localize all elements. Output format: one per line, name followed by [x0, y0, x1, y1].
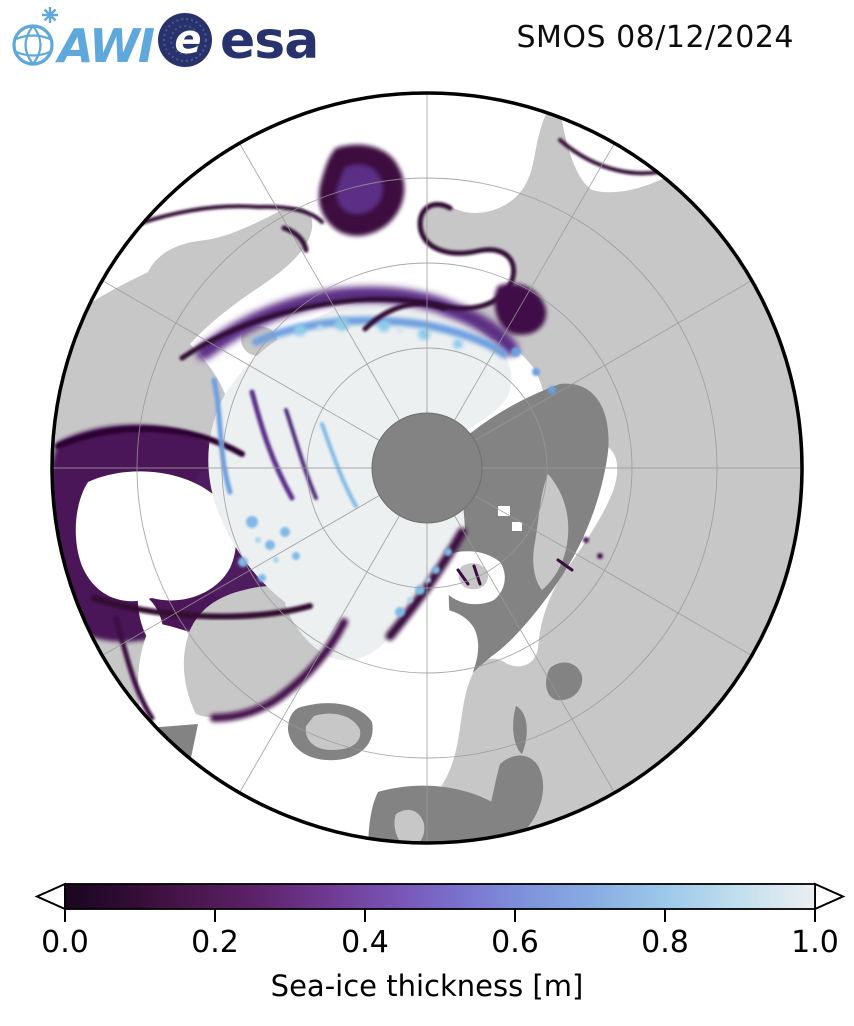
fram-strait-ice-edge — [385, 527, 467, 641]
colorbar-tick-label: 0.6 — [491, 925, 539, 960]
colorbar-right-arrow — [814, 882, 846, 911]
baffin-blue-specks — [238, 516, 300, 582]
colorbar-tick-label: 0.0 — [41, 925, 89, 960]
no-data-white-sea — [546, 662, 583, 701]
barents-open-water — [414, 608, 479, 697]
norton-sound-thin-ice — [281, 225, 309, 253]
land-iceland — [305, 713, 361, 750]
colorbar-axis-label: Sea-ice thickness [m] — [271, 969, 584, 1003]
awi-star-icon — [42, 7, 58, 23]
colorbar-tick-label: 1.0 — [791, 925, 839, 960]
esa-logo: e esa — [158, 11, 319, 71]
beaufort-coast-thin-ice — [179, 296, 447, 361]
thin-ice-layer — [55, 138, 692, 722]
no-data-southwest-patch — [148, 724, 198, 772]
figure-title: SMOS 08/12/2024 — [516, 20, 794, 55]
land-archipelago-island — [182, 396, 221, 431]
awi-logo: AWI — [12, 7, 156, 73]
land-scotland — [394, 809, 425, 843]
land-eurasia — [359, 110, 802, 843]
labrador-coast-thin-ice — [113, 615, 155, 721]
awi-globe-icon — [12, 24, 54, 66]
colorbar-gradient-bar — [64, 883, 816, 910]
no-data-gulf-of-bothnia — [513, 706, 527, 754]
east-siberian-thin-ice-pocket — [494, 283, 547, 335]
esa-disc-e: e — [174, 17, 201, 63]
laptev-kara-specks — [511, 347, 603, 559]
no-data-baltic-sea — [478, 755, 544, 843]
chukotka-thin-ice-inner — [336, 164, 383, 215]
north-barents-ice-patch — [512, 522, 522, 531]
hudson-strait-thin-ice — [91, 595, 313, 620]
colorbar: 0.0 0.2 0.4 0.6 0.8 1.0 Sea-ice thicknes… — [34, 882, 846, 1003]
esa-disc-icon: e — [158, 13, 212, 67]
header: AWI e esa SMOS 08/12/2024 — [0, 0, 854, 80]
esa-logo-text: esa — [220, 11, 318, 71]
colorbar-tick-labels: 0.0 0.2 0.4 0.6 0.8 1.0 — [41, 925, 839, 960]
awi-logo-text: AWI — [55, 19, 155, 73]
north-barents-ice-patch — [498, 506, 510, 516]
hudson-bay-open-water — [75, 471, 236, 602]
archipelago-channels — [211, 377, 358, 508]
colorbar-tick-label: 0.2 — [191, 925, 239, 960]
pole-hole — [371, 412, 483, 524]
colorbar-left-arrow — [34, 882, 66, 911]
map-border — [50, 91, 804, 845]
open-ocean-upper — [414, 506, 522, 697]
colorbar-ticks — [64, 909, 816, 922]
colorbar-tick-label: 0.4 — [341, 925, 389, 960]
colorbar-tick-label: 0.8 — [641, 925, 689, 960]
chukchi-blue-band — [252, 316, 508, 358]
greenland-se-coast-thin-ice — [210, 618, 348, 722]
alaska-coast-thin-ice — [136, 204, 324, 226]
